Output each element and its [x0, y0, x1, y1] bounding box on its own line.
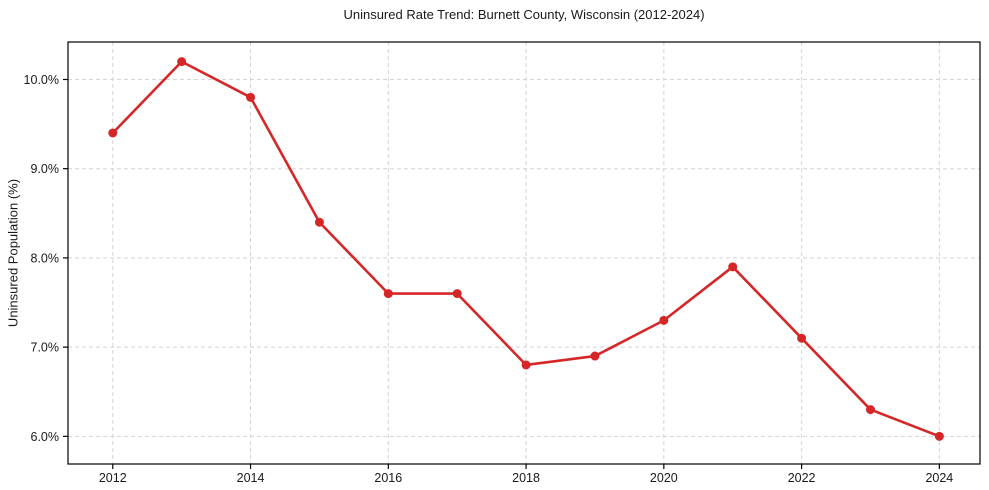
x-tick-label: 2014: [237, 471, 265, 485]
x-tick-label: 2022: [788, 471, 816, 485]
data-point-2017: [452, 289, 462, 299]
x-tick-label: 2020: [650, 471, 678, 485]
data-point-2012: [108, 128, 118, 138]
data-point-2016: [383, 289, 393, 299]
axis-box: [67, 41, 981, 465]
chart-title: Uninsured Rate Trend: Burnett County, Wi…: [343, 7, 705, 22]
y-tick-label: 6.0%: [31, 430, 60, 444]
data-point-2013: [177, 57, 187, 67]
x-tick-label: 2018: [512, 471, 540, 485]
x-tick-label: 2012: [99, 471, 127, 485]
data-point-2014: [246, 92, 256, 102]
data-point-2015: [314, 217, 324, 227]
y-tick-label: 9.0%: [31, 162, 60, 176]
data-point-2019: [590, 351, 600, 361]
data-point-2021: [728, 262, 738, 272]
data-point-2020: [659, 315, 669, 325]
y-tick-label: 10.0%: [24, 73, 59, 87]
y-tick-label: 8.0%: [31, 251, 60, 265]
data-point-2023: [865, 405, 875, 415]
data-point-2018: [521, 360, 531, 370]
data-point-2024: [934, 431, 944, 441]
data-point-2022: [797, 333, 807, 343]
y-tick-label: 7.0%: [31, 341, 60, 355]
x-tick-label: 2016: [374, 471, 402, 485]
x-tick-label: 2024: [925, 471, 953, 485]
